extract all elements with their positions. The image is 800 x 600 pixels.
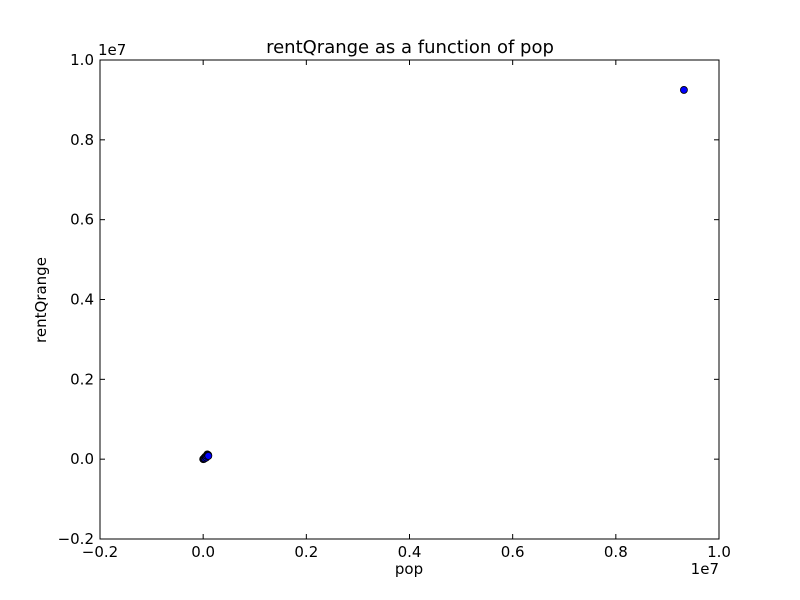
- x-tick-label: 0.6: [501, 543, 525, 561]
- y-tick-label: 1.0: [70, 51, 94, 69]
- y-tick-label: 0.6: [70, 211, 94, 229]
- scatter-point: [680, 86, 688, 94]
- scatter-point: [204, 452, 213, 460]
- y-tick-label: 0.4: [70, 291, 94, 309]
- x-tick-label: −0.2: [82, 543, 118, 561]
- y-axis-label: rentQrange: [32, 257, 50, 343]
- y-tick-label: 0.8: [70, 131, 94, 149]
- y-tick-label: 0.0: [70, 450, 94, 468]
- x-tick-label: 0.4: [398, 543, 422, 561]
- y-offset-label: 1e7: [98, 41, 126, 59]
- x-axis-label: pop: [395, 560, 423, 578]
- x-tick-label: 0.0: [191, 543, 215, 561]
- x-tick-label: 0.2: [294, 543, 318, 561]
- y-tick-label: 0.2: [70, 370, 94, 388]
- y-tick-label: −0.2: [58, 530, 94, 548]
- x-tick-label: 1.0: [707, 543, 731, 561]
- x-tick-label: 0.8: [604, 543, 628, 561]
- x-offset-label: 1e7: [691, 560, 719, 578]
- chart-title: rentQrange as a function of pop: [266, 37, 554, 58]
